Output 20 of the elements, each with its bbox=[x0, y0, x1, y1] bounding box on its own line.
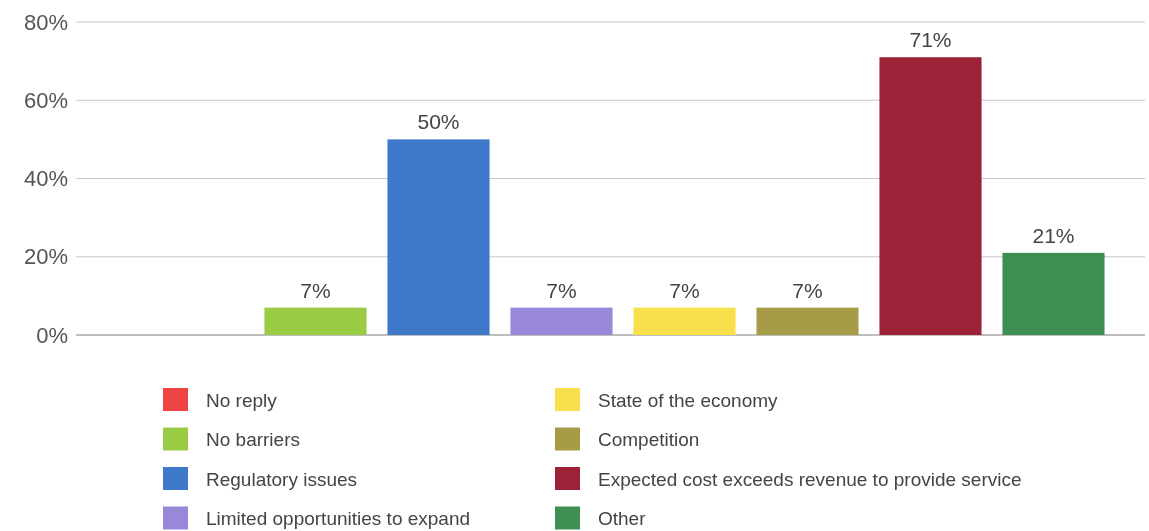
data-label: 7% bbox=[792, 278, 823, 302]
legend-label: Regulatory issues bbox=[206, 468, 358, 490]
y-tick-label: 40% bbox=[23, 166, 68, 192]
y-tick-label: 20% bbox=[23, 244, 68, 270]
legend-label: No reply bbox=[206, 389, 278, 411]
legend-label: Other bbox=[598, 508, 647, 530]
data-label: 21% bbox=[1032, 223, 1075, 247]
legend-label: No barriers bbox=[206, 429, 300, 451]
legend-label: Expected cost exceeds revenue to provide service bbox=[598, 468, 1022, 490]
legend-label: State of the economy bbox=[598, 389, 779, 411]
data-label: 71% bbox=[909, 28, 952, 52]
data-label: 50% bbox=[417, 110, 460, 134]
data-label: 7% bbox=[669, 278, 700, 302]
y-tick-label: 0% bbox=[36, 322, 68, 348]
data-label: 7% bbox=[300, 278, 331, 302]
legend-label: Competition bbox=[598, 429, 700, 451]
data-label: 7% bbox=[546, 278, 577, 302]
y-tick-label: 60% bbox=[23, 87, 68, 113]
y-tick-label: 80% bbox=[23, 9, 68, 35]
legend-label: Limited opportunities to expand bbox=[206, 508, 471, 530]
